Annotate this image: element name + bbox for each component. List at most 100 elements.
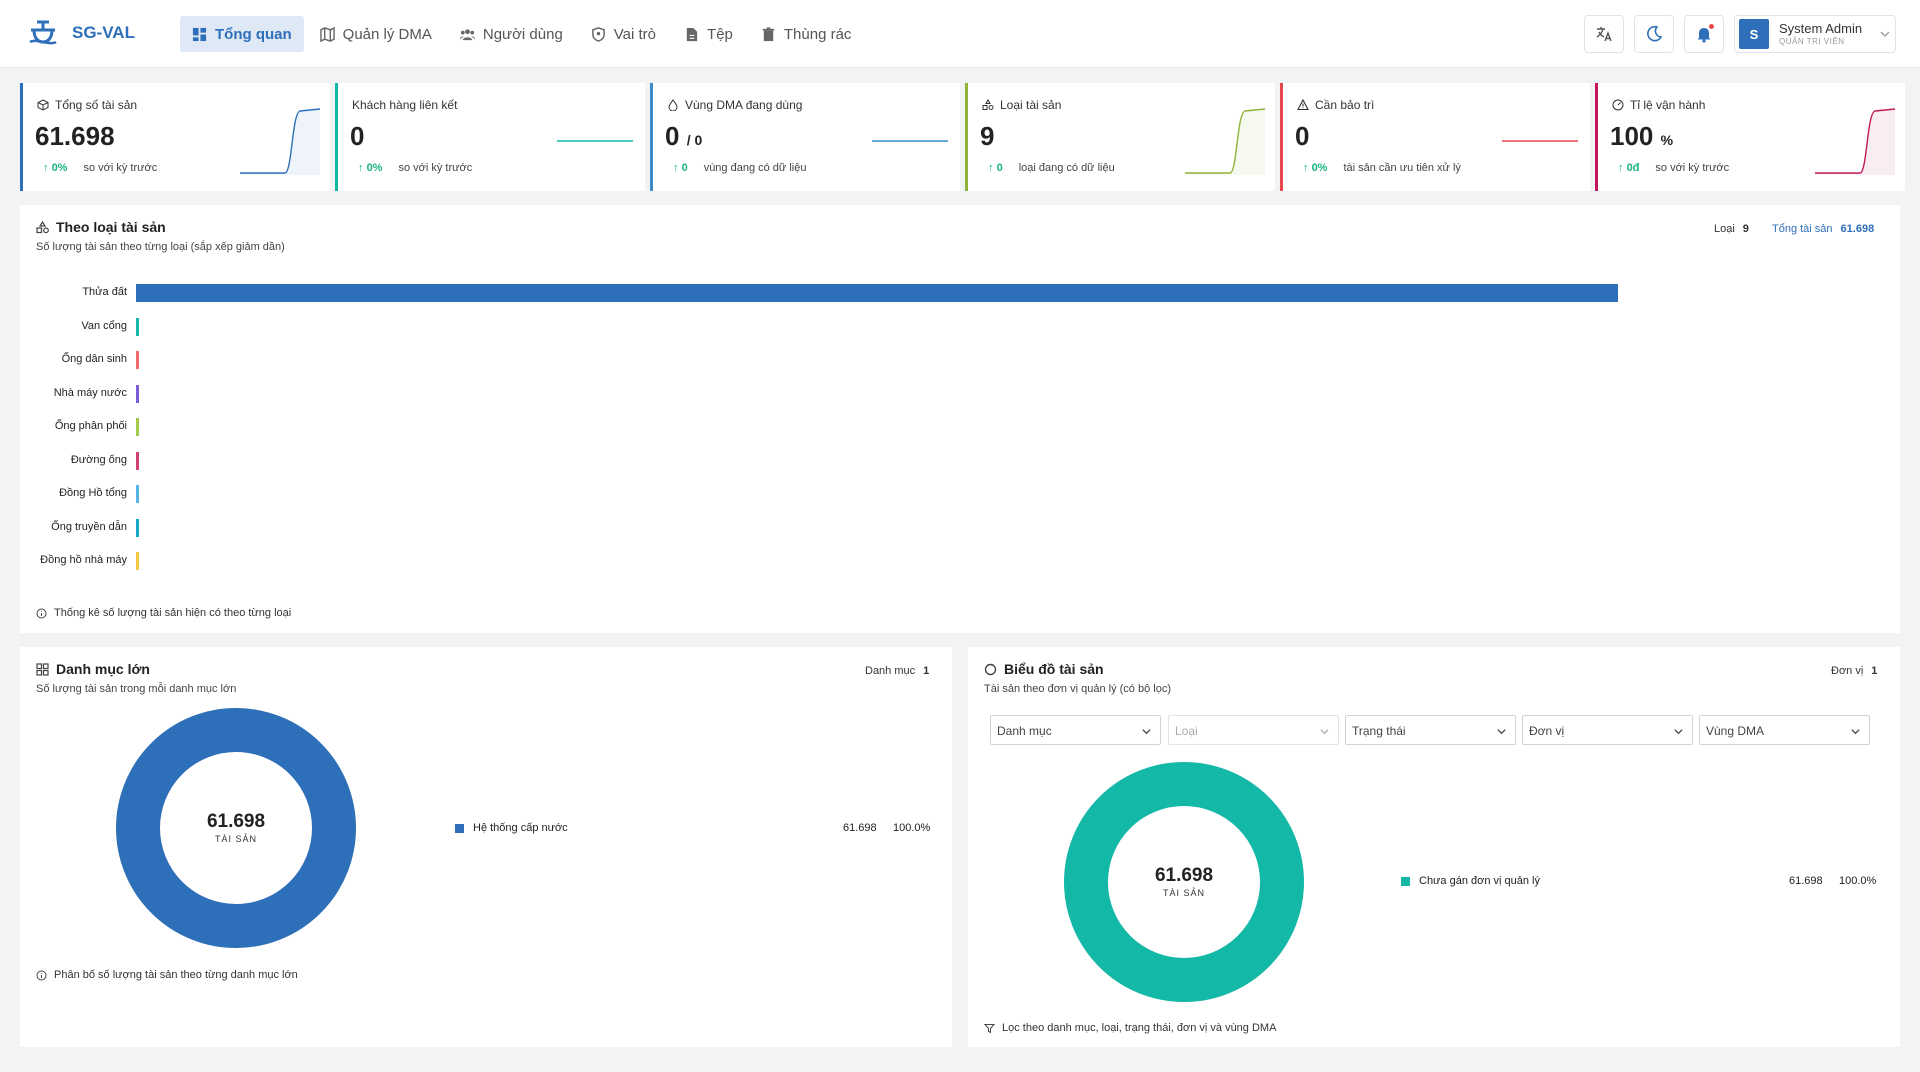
kpi-card: Tỉ lệ vận hành 100 % ↑ 0đ so với kỳ trướ… (1595, 83, 1905, 191)
donut-center: 61.698 TÀI SẢN (1134, 865, 1234, 898)
unit-count-label: Đơn vị (1831, 665, 1864, 677)
legend-label: Hệ thống cấp nước (473, 822, 568, 834)
dashboard-icon (192, 27, 207, 41)
kpi-change-desc: tài sản cần ưu tiên xử lý (1343, 162, 1461, 174)
kpi-change-desc: so với kỳ trước (398, 162, 473, 174)
nav-item-roles[interactable]: Vai trò (579, 16, 668, 52)
kpi-value-sub: % (1660, 132, 1674, 148)
gauge-icon (1612, 99, 1624, 111)
donut-slice[interactable] (116, 708, 356, 948)
kpi-card: Loại tài sản 9 ↑ 0 loại đang có dữ liệu (965, 83, 1275, 191)
category-title: Danh mục lớn (56, 661, 150, 677)
bar[interactable] (136, 351, 139, 369)
asset-type-footer: Thống kê số lượng tài sản hiện có theo t… (36, 607, 291, 619)
type-filter-select[interactable]: Loại (1168, 715, 1339, 745)
asset-type-title: Theo loại tài sản (56, 219, 166, 235)
bar-row: Đồng Hồ tổng (20, 484, 1900, 504)
kpi-change: ↑ 0% so với kỳ trước (43, 162, 157, 174)
cube-icon (37, 99, 49, 111)
donut-slice[interactable] (1064, 762, 1304, 1002)
kpi-value: 0 (350, 121, 364, 152)
kpi-title: Vùng DMA đang dùng (667, 98, 802, 112)
kpi-change-desc: vùng đang có dữ liệu (703, 162, 807, 174)
kpi-value-main: 61.698 (35, 121, 115, 151)
notifications-button[interactable] (1684, 15, 1724, 53)
kpi-change-value: ↑ 0% (1303, 162, 1328, 174)
nav-item-trash[interactable]: Thùng rác (749, 16, 864, 52)
kpi-sparkline (1185, 108, 1265, 175)
nav-item-users[interactable]: Người dùng (448, 16, 575, 52)
donut-center-value: 61.698 (206, 811, 266, 832)
bar[interactable] (136, 384, 139, 403)
warning-icon (1297, 99, 1309, 111)
kpi-change: ↑ 0% tài sản cần ưu tiên xử lý (1303, 162, 1461, 174)
language-button[interactable] (1584, 15, 1624, 53)
total-assets-label: Tổng tài sản (1772, 223, 1833, 235)
kpi-card: Tổng số tài sản 61.698 ↑ 0% so với kỳ tr… (20, 83, 330, 191)
category-footer: Phân bố số lượng tài sản theo từng danh … (36, 969, 298, 981)
avatar: S (1739, 19, 1769, 49)
kpi-value: 0 (1295, 121, 1309, 152)
filter-placeholder: Trạng thái (1352, 724, 1406, 738)
bar-label: Nhà máy nước (53, 386, 127, 399)
nav-item-label: Người dùng (482, 25, 563, 43)
kpi-sparkline (1502, 140, 1578, 142)
bar[interactable] (136, 485, 139, 503)
kpi-change-text: 0% (366, 162, 383, 174)
type-count-meta: Loại 9 (1714, 223, 1749, 235)
category-subtitle: Số lượng tài sản trong mỗi danh mục lớn (36, 683, 237, 695)
bar-row: Ống truyền dẫn (20, 518, 1900, 538)
status-filter-select[interactable]: Trạng thái (1345, 715, 1516, 745)
total-assets-meta: Tổng tài sản 61.698 (1772, 223, 1874, 235)
notification-dot (1709, 24, 1714, 29)
theme-toggle-button[interactable] (1634, 15, 1674, 53)
bar-row: Ống phân phối (20, 417, 1900, 437)
bar[interactable] (136, 518, 139, 537)
chevron-down-icon (1880, 31, 1890, 37)
category-filter-select[interactable]: Danh mục (990, 715, 1161, 745)
bar[interactable] (136, 451, 139, 470)
app-logo[interactable]: SG-VAL (28, 18, 135, 48)
asset-type-subtitle: Số lượng tài sản theo từng loại (sắp xếp… (36, 241, 285, 253)
kpi-value-main: 100 (1610, 121, 1654, 151)
bar[interactable] (136, 317, 139, 336)
user-menu[interactable]: S System Admin QUẢN TRỊ VIÊN (1734, 15, 1896, 53)
nav-item-overview[interactable]: Tổng quan (180, 16, 304, 52)
user-name: System Admin (1779, 21, 1863, 36)
unit-filter-select[interactable]: Đơn vị (1522, 715, 1693, 745)
kpi-sparkline (1815, 108, 1895, 175)
donut-center: 61.698 TÀI SẢN (186, 811, 286, 844)
footer-text: Lọc theo danh mục, loại, trạng thái, đơn… (1002, 1022, 1277, 1034)
translate-icon (1596, 27, 1612, 42)
shapes-icon (36, 220, 49, 233)
bar[interactable] (136, 418, 139, 436)
bar[interactable] (136, 552, 139, 570)
trash-icon (762, 26, 775, 41)
main-nav: Tổng quan Quản lý DMA Người dùng Vai trò… (180, 16, 863, 52)
category-count-value: 1 (923, 665, 930, 677)
sparkline-area (1185, 109, 1265, 175)
donut-center-value: 61.698 (1154, 865, 1214, 886)
asset-type-bar-chart: Thửa đất Van cổng Ống dân sinh Nhà máy nước… (20, 283, 1900, 583)
file-icon (686, 27, 698, 41)
chevron-down-icon (1851, 729, 1860, 735)
kpi-change: ↑ 0 loại đang có dữ liệu (988, 162, 1115, 174)
bar[interactable] (136, 284, 1618, 302)
bar-label: Ống phân phối (54, 420, 127, 432)
kpi-sparkline (557, 140, 633, 142)
kpi-card: Cần bảo trì 0 ↑ 0% tài sản cần ưu tiên x… (1280, 83, 1590, 191)
nav-item-dma[interactable]: Quản lý DMA (308, 16, 444, 52)
kpi-change-text: 0đ (1626, 162, 1640, 174)
category-panel: Danh mục lớn Số lượng tài sản trong mỗi … (20, 647, 952, 1047)
grid-icon (36, 662, 49, 676)
asset-type-panel: Theo loại tài sản Số lượng tài sản theo … (20, 205, 1900, 633)
sparkline-area (240, 109, 320, 175)
total-assets-value: 61.698 (1840, 223, 1875, 235)
kpi-title-text: Loại tài sản (1000, 98, 1062, 112)
nav-item-files[interactable]: Tệp (672, 16, 745, 52)
dma-filter-select[interactable]: Vùng DMA (1699, 715, 1870, 745)
bell-icon (1697, 28, 1711, 43)
users-icon (459, 28, 475, 40)
kpi-change-value: ↑ 0% (43, 162, 68, 174)
chevron-down-icon (1497, 729, 1506, 735)
